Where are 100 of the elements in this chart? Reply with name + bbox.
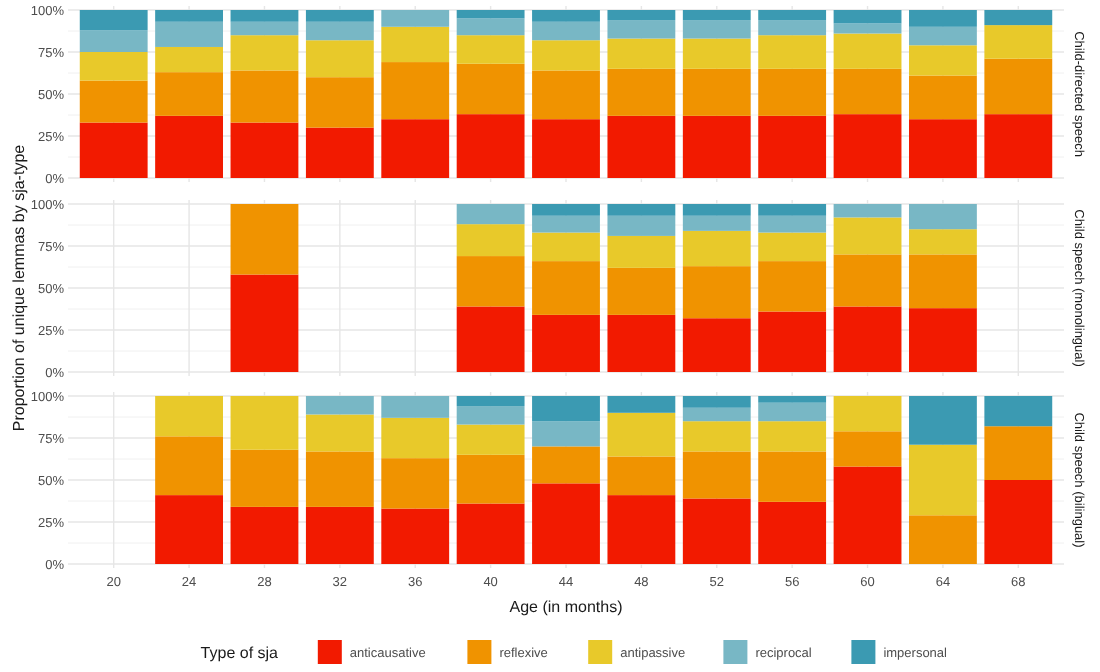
bar [833, 217, 902, 255]
bar [758, 311, 827, 372]
legend-title: Type of sja [200, 643, 280, 662]
bar [532, 10, 600, 22]
bar [456, 424, 525, 455]
bar [456, 63, 525, 115]
bar [456, 503, 525, 564]
bar [381, 10, 450, 27]
bar [758, 396, 827, 403]
bar [607, 38, 676, 69]
bar [532, 396, 600, 422]
bar [456, 454, 525, 504]
bar [758, 451, 827, 502]
bar [682, 396, 751, 408]
bar [456, 35, 525, 64]
bar [607, 115, 676, 178]
bar [230, 204, 299, 275]
bar [305, 10, 374, 22]
y-axis-title: Proportion of unique lemmas by sja-type [9, 143, 28, 432]
bar [155, 396, 223, 437]
bar [758, 68, 827, 116]
bar [682, 318, 751, 372]
bar [984, 58, 1053, 115]
bar [682, 38, 751, 69]
bar [758, 20, 827, 36]
bar [682, 407, 751, 422]
bar [909, 444, 977, 516]
bar [305, 414, 374, 452]
bar [909, 308, 977, 372]
bar [758, 204, 827, 216]
bar [758, 215, 827, 233]
bar [532, 261, 600, 315]
bar [758, 261, 827, 312]
bar [456, 306, 525, 372]
bar [532, 215, 600, 233]
bar [456, 204, 525, 225]
bar [682, 421, 751, 452]
bar [682, 266, 751, 319]
bar [532, 204, 600, 216]
bar [456, 406, 525, 425]
bar [682, 498, 751, 564]
bar [305, 77, 374, 128]
bar [155, 115, 223, 178]
bar [79, 30, 148, 52]
bar [305, 21, 374, 41]
bar [381, 508, 450, 564]
x-axis-title: Age (in months) [509, 598, 624, 616]
bar [79, 52, 148, 81]
bar [682, 20, 751, 39]
bar [230, 396, 299, 450]
bar [230, 449, 299, 507]
bar [833, 466, 902, 564]
bar [833, 254, 902, 307]
bar [909, 396, 977, 445]
bar [456, 224, 525, 257]
bar [305, 506, 374, 564]
bar [305, 396, 374, 415]
bar [909, 10, 977, 27]
bar [833, 204, 902, 218]
bar [532, 421, 600, 447]
bar [305, 451, 374, 507]
bar [381, 396, 450, 418]
bar [532, 119, 600, 178]
bar [532, 483, 600, 564]
bar [230, 10, 299, 22]
bar [456, 10, 525, 19]
bar [155, 495, 223, 564]
bar [984, 480, 1053, 564]
bar [758, 35, 827, 69]
bar [456, 256, 525, 307]
bar [230, 35, 299, 71]
bar [984, 25, 1053, 59]
bar [607, 235, 676, 268]
bar [456, 114, 525, 178]
bar [909, 26, 977, 46]
bar [682, 10, 751, 21]
bar [607, 20, 676, 39]
bar [682, 451, 751, 499]
bar [381, 26, 450, 63]
bar [230, 122, 299, 178]
bar [758, 10, 827, 21]
bar [155, 72, 223, 116]
bar [607, 10, 676, 21]
bar [833, 23, 902, 34]
bar [155, 46, 223, 73]
bar [607, 412, 676, 457]
bar [305, 40, 374, 78]
bar [155, 21, 223, 47]
bar [758, 501, 827, 564]
bar [230, 274, 299, 372]
bar [833, 431, 902, 467]
bar [607, 396, 676, 413]
bar [909, 254, 977, 309]
bar [79, 80, 148, 123]
bar [230, 21, 299, 36]
bar [230, 70, 299, 123]
bar [305, 127, 374, 178]
bar [381, 62, 450, 120]
bar [532, 21, 600, 41]
bar [381, 458, 450, 509]
